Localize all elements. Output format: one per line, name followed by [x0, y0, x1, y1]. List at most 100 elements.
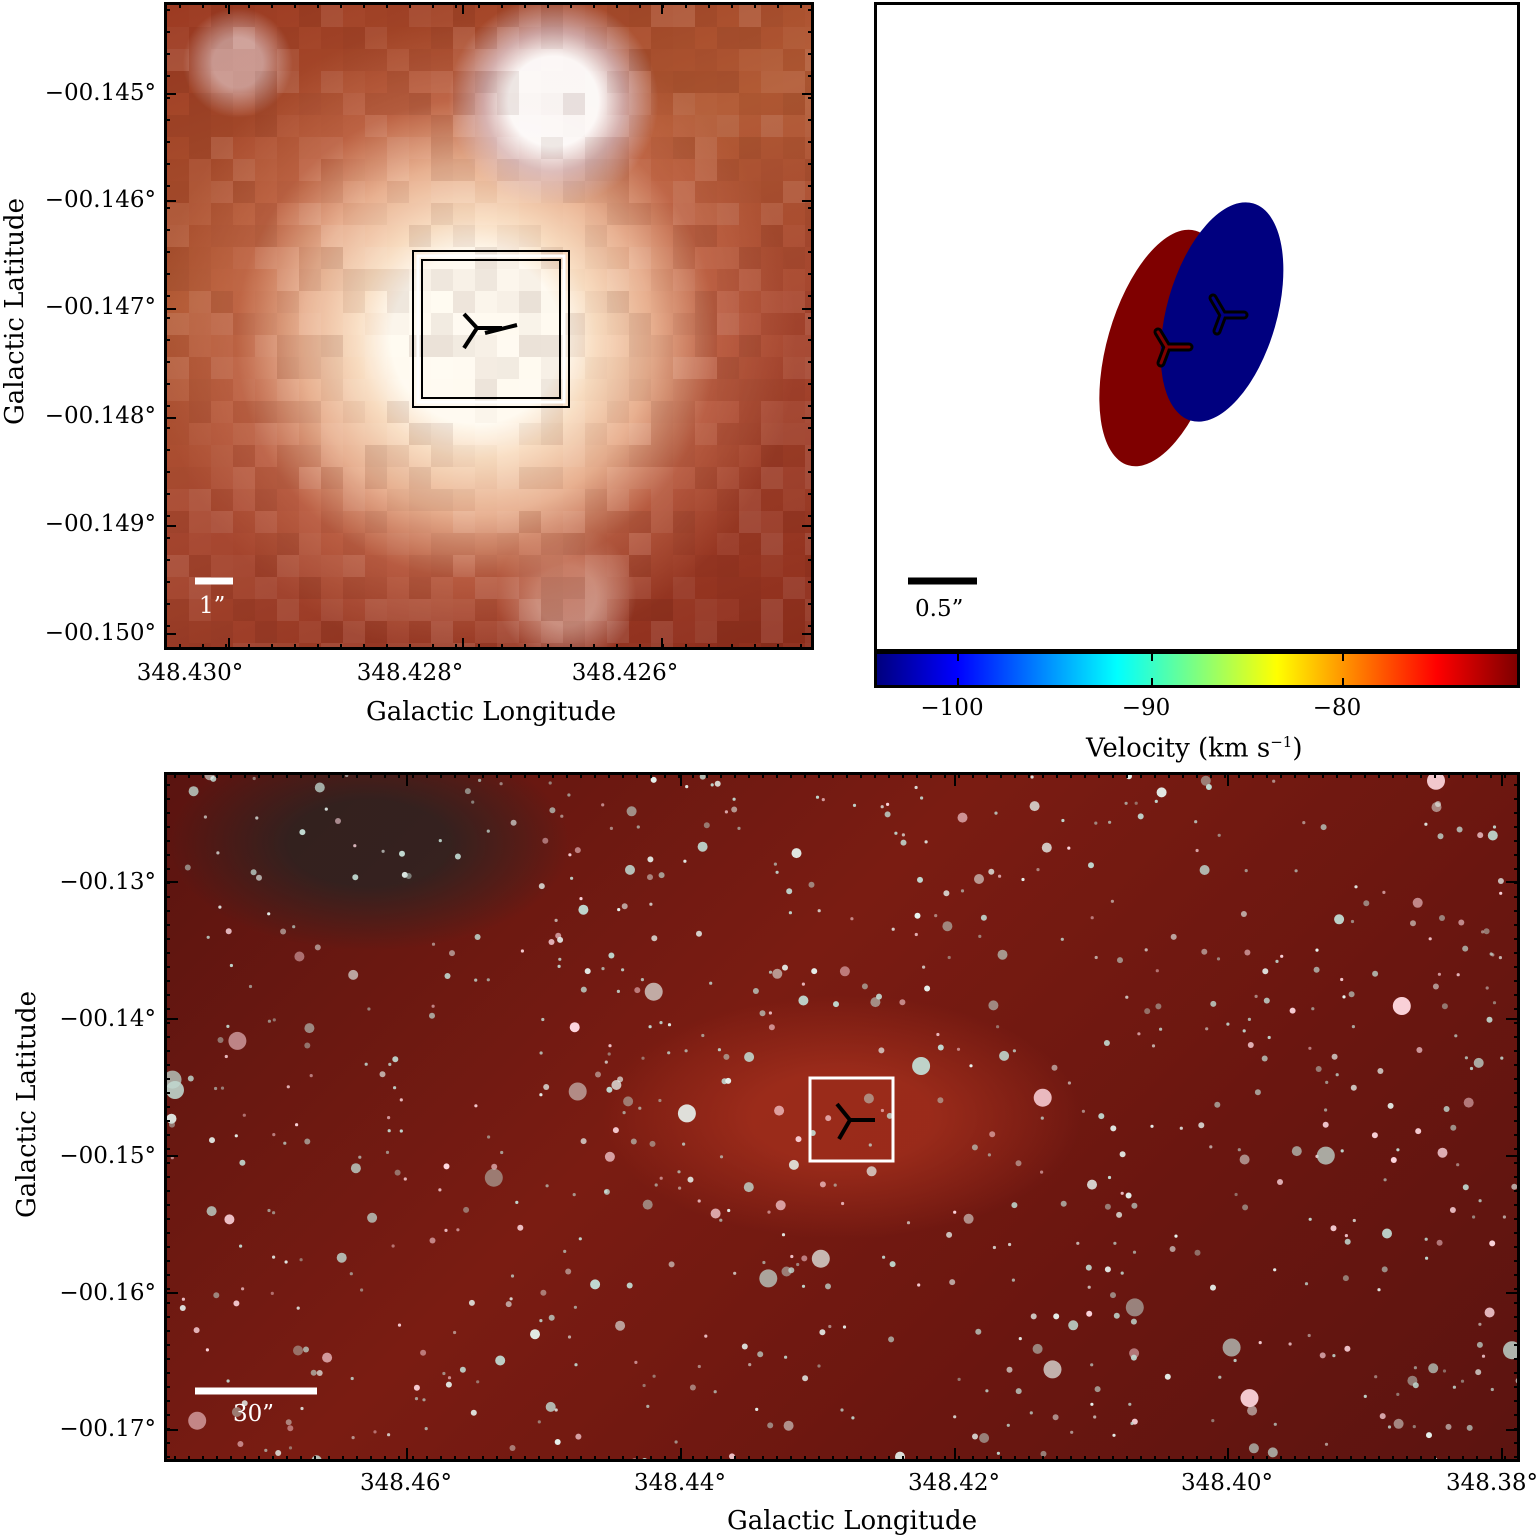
image-pixel — [805, 181, 814, 203]
star — [1068, 1320, 1079, 1331]
star — [438, 839, 442, 843]
colorbar-title: Velocity (km s−1) — [1086, 733, 1302, 764]
image-pixel — [321, 49, 343, 71]
image-pixel — [365, 357, 387, 379]
star — [1464, 1056, 1468, 1060]
image-pixel — [387, 71, 409, 93]
star — [385, 1150, 390, 1154]
image-pixel — [387, 181, 409, 203]
image-pixel — [739, 93, 761, 115]
star — [540, 1289, 547, 1296]
image-pixel — [321, 203, 343, 225]
star — [1060, 1200, 1067, 1207]
image-pixel — [783, 467, 805, 489]
image-pixel — [519, 379, 541, 401]
star — [322, 1352, 333, 1363]
image-pixel — [365, 225, 387, 247]
image-pixel — [321, 445, 343, 467]
star — [1104, 1266, 1111, 1273]
image-pixel — [255, 533, 277, 555]
image-pixel — [541, 423, 563, 445]
image-pixel — [783, 49, 805, 71]
star — [304, 1023, 315, 1034]
image-pixel — [695, 159, 717, 181]
image-pixel — [387, 599, 409, 621]
image-pixel — [431, 621, 453, 643]
star — [974, 874, 984, 884]
image-pixel — [321, 467, 343, 489]
star — [697, 1199, 701, 1203]
image-pixel — [629, 577, 651, 599]
image-pixel — [717, 423, 739, 445]
star — [1273, 1422, 1277, 1426]
image-pixel — [739, 445, 761, 467]
image-pixel — [365, 379, 387, 401]
image-pixel — [805, 49, 811, 71]
image-pixel — [321, 181, 343, 203]
image-pixel — [541, 533, 563, 555]
star — [447, 1376, 452, 1380]
image-pixel — [431, 159, 453, 181]
star — [280, 928, 287, 935]
image-pixel — [277, 445, 299, 467]
image-pixel — [321, 599, 343, 621]
image-pixel — [739, 379, 761, 401]
star — [709, 981, 713, 985]
y-tick-label: −00.13° — [59, 869, 156, 895]
x-tick-label: 348.38° — [1446, 1470, 1538, 1496]
star — [1067, 1081, 1071, 1085]
star — [1164, 1373, 1171, 1380]
image-pixel — [607, 269, 629, 291]
image-pixel — [783, 71, 805, 93]
star — [1434, 1457, 1438, 1459]
y-tick-label: −00.14° — [59, 1006, 156, 1032]
star — [443, 1163, 450, 1170]
image-pixel — [717, 181, 739, 203]
image-pixel — [695, 467, 717, 489]
image-pixel — [453, 511, 475, 533]
image-pixel — [607, 423, 629, 445]
star — [1413, 1366, 1417, 1370]
image-pixel — [475, 93, 497, 115]
star — [349, 1272, 353, 1276]
image-pixel — [673, 137, 695, 159]
image-pixel — [211, 423, 233, 445]
star — [1108, 820, 1112, 824]
star — [1137, 813, 1144, 820]
star-field — [167, 775, 1517, 1459]
image-pixel — [519, 269, 541, 291]
image-pixel — [321, 379, 343, 401]
image-pixel — [717, 555, 739, 577]
image-pixel — [761, 71, 783, 93]
image-pixel — [255, 379, 277, 401]
star — [801, 1255, 808, 1262]
image-pixel — [299, 643, 321, 650]
star — [841, 1201, 845, 1206]
image-pixel — [585, 511, 607, 533]
image-pixel — [211, 115, 233, 137]
star — [988, 868, 995, 875]
image-pixel — [387, 49, 409, 71]
star — [1156, 787, 1167, 798]
image-pixel — [629, 643, 651, 650]
star — [388, 1062, 392, 1066]
image-pixel — [585, 93, 607, 115]
image-pixel — [189, 357, 211, 379]
image-pixel — [321, 313, 343, 335]
image-pixel — [475, 27, 497, 49]
star — [272, 1133, 276, 1137]
star — [833, 1183, 837, 1187]
image-pixel — [365, 93, 387, 115]
star — [1103, 1040, 1110, 1046]
image-pixel — [233, 445, 255, 467]
image-pixel — [409, 203, 431, 225]
image-pixel — [431, 445, 453, 467]
image-pixel — [387, 489, 409, 511]
star — [783, 1420, 794, 1431]
star — [971, 1144, 978, 1151]
star — [1125, 995, 1129, 999]
star — [642, 1383, 646, 1388]
image-pixel — [541, 49, 563, 71]
star — [647, 874, 653, 881]
image-pixel — [695, 27, 717, 49]
